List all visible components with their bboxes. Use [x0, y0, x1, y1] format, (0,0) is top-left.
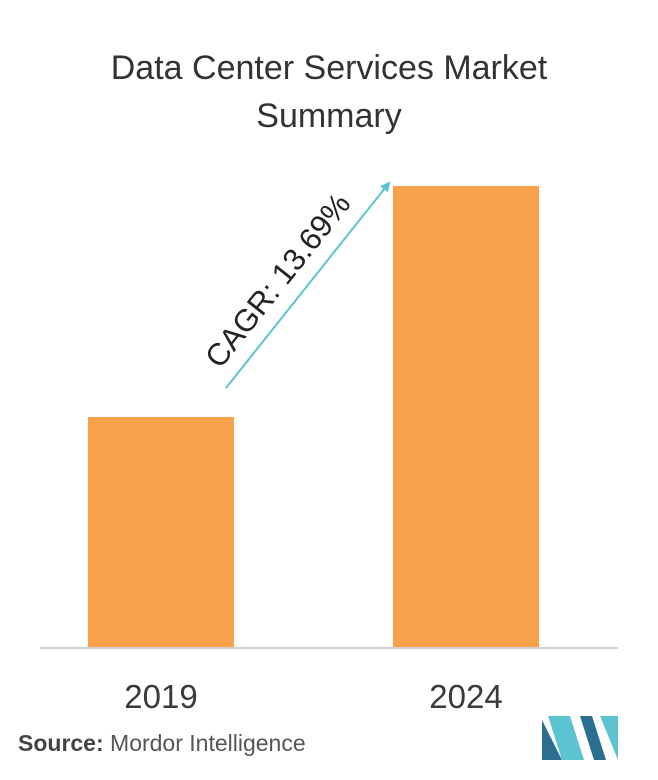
- x-tick-label-2019: 2019: [124, 678, 197, 715]
- chart-title-line-1: Data Center Services Market: [110, 49, 548, 87]
- source-label: Source:: [18, 730, 104, 756]
- source-note: Source: Mordor Intelligence: [18, 730, 306, 757]
- mordor-intelligence-logo-icon: [542, 716, 618, 760]
- cagr-annotation: CAGR: 13.69%: [198, 187, 357, 375]
- x-tick-label-2024: 2024: [429, 678, 502, 715]
- source-text: Mordor Intelligence: [110, 730, 306, 756]
- bar-2019: [88, 417, 234, 648]
- chart-title: Data Center Services Market Summary: [0, 44, 658, 140]
- chart-title-line-2: Summary: [256, 97, 402, 135]
- bar-2024: [393, 186, 539, 648]
- cagr-arrow: [225, 181, 391, 389]
